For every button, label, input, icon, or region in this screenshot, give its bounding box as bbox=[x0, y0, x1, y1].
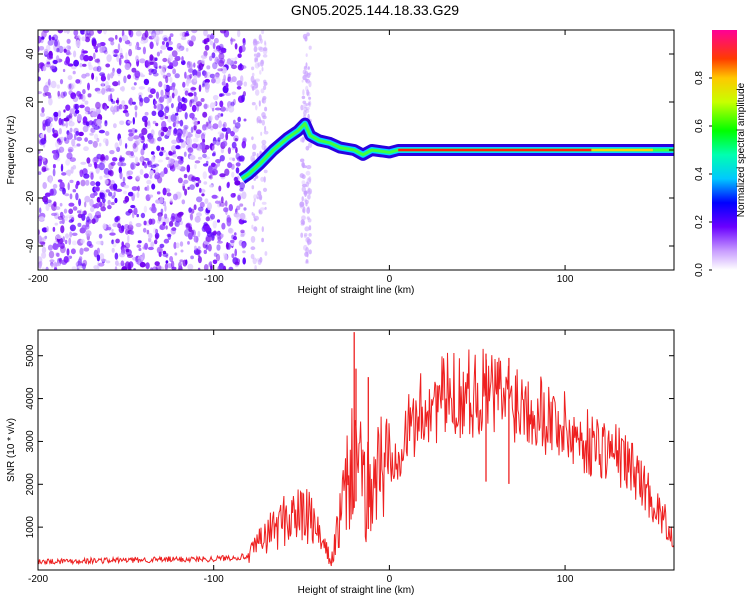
snr-frame bbox=[37, 329, 675, 571]
spectrogram-ytick-label: 20 bbox=[25, 96, 36, 108]
spectrogram-noise bbox=[38, 30, 313, 270]
colorbar-gradient bbox=[712, 30, 737, 270]
spectrogram-ytick-label: -20 bbox=[25, 190, 36, 205]
snr-ytick-label: 1000 bbox=[25, 516, 36, 539]
spectrogram-ytick-label: -40 bbox=[25, 238, 36, 253]
snr-ylabel: SNR (10 * v/v) bbox=[6, 418, 17, 482]
colorbar: 0.0 0.2 0.4 0.6 0.8 Normalized spectral ampli… bbox=[694, 30, 747, 277]
snr-xtick-label: -200 bbox=[28, 574, 48, 585]
colorbar-label: Normalized spectral amplitude bbox=[736, 82, 747, 217]
snr-xtick-label: 0 bbox=[387, 574, 393, 585]
snr-ytick-label: 3000 bbox=[25, 430, 36, 453]
snr-ytick-label: 2000 bbox=[25, 473, 36, 496]
snr-line-group bbox=[38, 332, 674, 567]
chart-title: GN05.2025.144.18.33.G29 bbox=[290, 2, 460, 18]
spectrogram-xlabel: Height of straight line (km) bbox=[298, 285, 415, 296]
colorbar-tick-label: 0.2 bbox=[694, 215, 705, 229]
snr-xtick-label: -100 bbox=[204, 574, 224, 585]
spectrogram-xtick-label: -100 bbox=[204, 274, 224, 285]
colorbar-tick-label: 0.8 bbox=[694, 71, 705, 85]
snr-panel: -200 -100 0 100 1000 2000 3000 4000 5000 Height o… bbox=[6, 329, 675, 596]
colorbar-tick-label: 0.6 bbox=[694, 119, 705, 133]
spectrogram-ylabel: Frequency (Hz) bbox=[6, 116, 17, 185]
spectrogram-xtick-label: 0 bbox=[387, 274, 393, 285]
spectrogram-xtick-label: 100 bbox=[557, 274, 574, 285]
spectrogram-xtick-label: -200 bbox=[28, 274, 48, 285]
spectrogram-ytick-label: 40 bbox=[25, 48, 36, 60]
ridge-group bbox=[238, 117, 674, 184]
snr-ytick-label: 4000 bbox=[25, 387, 36, 410]
snr-ytick-label: 5000 bbox=[25, 344, 36, 367]
snr-xtick-label: 100 bbox=[557, 574, 574, 585]
colorbar-tick-label: 0.4 bbox=[694, 167, 705, 181]
snr-xlabel: Height of straight line (km) bbox=[298, 585, 415, 596]
spectrogram-ytick-label: 0 bbox=[25, 147, 36, 153]
colorbar-tick-label: 0.0 bbox=[694, 263, 705, 277]
